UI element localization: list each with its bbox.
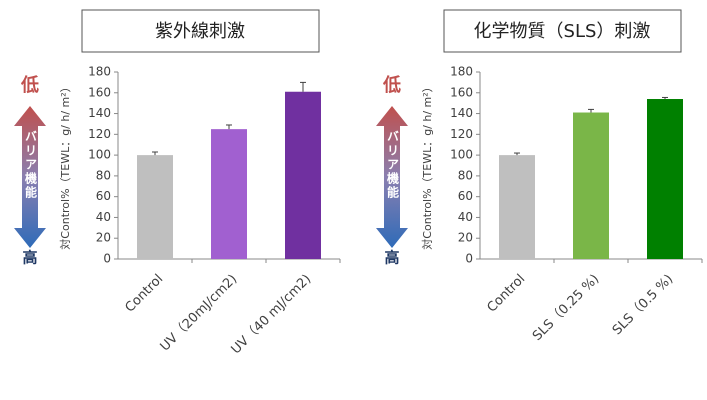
x-tick-label: UV（20mJ/cm2): [158, 272, 241, 355]
title-box: [81, 9, 320, 53]
y-tick-label: 40: [458, 210, 473, 224]
x-tick-label: SLS（0.25 %): [530, 272, 602, 344]
y-tick-label: 120: [88, 127, 111, 141]
y-tick-label: 180: [88, 65, 111, 79]
y-tick-label: 120: [450, 127, 473, 141]
y-tick-label: 140: [88, 106, 111, 120]
y-tick-label: 40: [96, 210, 111, 224]
y-axis-label: 対Control%（TEWL：g/ h/ m²）: [420, 81, 434, 249]
title-box: [443, 9, 682, 53]
y-tick-label: 20: [96, 231, 111, 245]
chart-title: 紫外線刺激: [155, 21, 245, 42]
y-tick-label: 160: [450, 85, 473, 99]
bar: [573, 112, 609, 260]
y-axis-label: 対Control%（TEWL：g/ h/ m²）: [58, 81, 72, 249]
arrow-top: 低: [20, 74, 39, 96]
x-tick-label: UV（40 mJ/cm2): [229, 272, 315, 358]
x-tick-label: Control: [484, 272, 528, 316]
bar: [137, 155, 173, 259]
y-tick-label: 80: [96, 168, 111, 182]
bar: [647, 99, 683, 259]
y-tick-label: 180: [450, 65, 473, 79]
arrow-label: バリア機能: [24, 130, 38, 200]
chart-title: 化学物質（SLS）刺激: [474, 21, 651, 42]
arrow-label: バリア機能: [386, 130, 400, 200]
y-tick-label: 100: [450, 148, 473, 162]
y-tick-label: 60: [458, 189, 473, 203]
arrow-bottom: 高: [384, 249, 399, 267]
arrow-bottom: 高: [22, 249, 37, 267]
y-tick-label: 140: [450, 106, 473, 120]
x-tick-label: Control: [122, 272, 166, 316]
y-tick-label: 20: [458, 231, 473, 245]
bar: [211, 129, 247, 259]
bar: [285, 91, 321, 259]
arrow-top: 低: [382, 74, 401, 96]
y-tick-label: 60: [96, 189, 111, 203]
scale-arrow: [14, 106, 46, 248]
y-tick-label: 0: [103, 252, 111, 266]
bar: [499, 155, 535, 259]
y-tick-label: 160: [88, 85, 111, 99]
scale-arrow: [376, 106, 408, 248]
x-tick-label: SLS（0.5 %): [610, 272, 676, 338]
y-tick-label: 80: [458, 168, 473, 182]
y-tick-label: 0: [465, 252, 473, 266]
y-tick-label: 100: [88, 148, 111, 162]
